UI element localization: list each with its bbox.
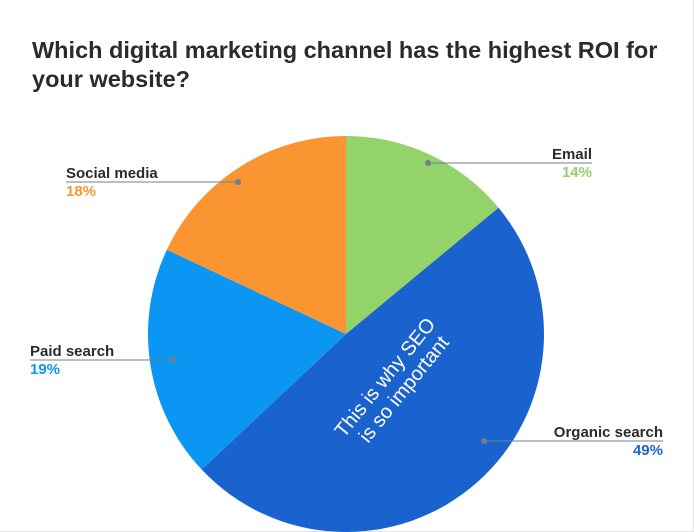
slice-label-value: 49% (633, 442, 663, 459)
leader-dot (235, 179, 241, 185)
slice-label-value: 14% (562, 164, 592, 181)
leader-dot (170, 357, 176, 363)
slice-label-value: 19% (30, 361, 60, 378)
pie-slice-paid-search (148, 249, 346, 470)
pie-slice-organic-search (201, 207, 544, 532)
slice-label-value: 18% (66, 183, 96, 200)
slice-label-name: Social media (66, 165, 158, 182)
chart-title: Which digital marketing channel has the … (32, 37, 658, 92)
leader-dot (481, 438, 487, 444)
slice-label-name: Email (552, 146, 592, 163)
pie-slice-email (346, 136, 499, 334)
pie-slice-social-media (166, 136, 346, 334)
slice-label-name: Organic search (554, 424, 663, 441)
leader-dot (425, 160, 431, 166)
pie-slices (148, 136, 544, 532)
slice-label-name: Paid search (30, 343, 114, 360)
